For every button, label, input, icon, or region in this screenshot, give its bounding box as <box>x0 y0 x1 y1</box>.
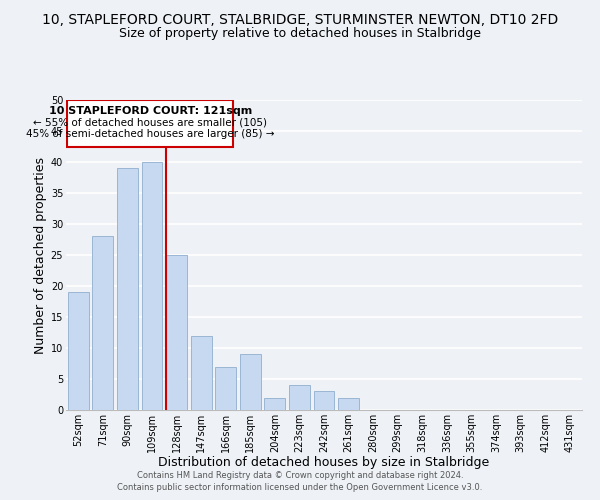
Bar <box>191 336 212 410</box>
Text: 45% of semi-detached houses are larger (85) →: 45% of semi-detached houses are larger (… <box>26 128 274 138</box>
Bar <box>215 366 236 410</box>
Text: Contains public sector information licensed under the Open Government Licence v3: Contains public sector information licen… <box>118 484 482 492</box>
Bar <box>142 162 163 410</box>
Bar <box>240 354 261 410</box>
Text: Contains HM Land Registry data © Crown copyright and database right 2024.: Contains HM Land Registry data © Crown c… <box>137 471 463 480</box>
X-axis label: Distribution of detached houses by size in Stalbridge: Distribution of detached houses by size … <box>158 456 490 469</box>
Bar <box>67 100 233 146</box>
Bar <box>338 398 359 410</box>
Text: 10, STAPLEFORD COURT, STALBRIDGE, STURMINSTER NEWTON, DT10 2FD: 10, STAPLEFORD COURT, STALBRIDGE, STURMI… <box>42 12 558 26</box>
Bar <box>166 255 187 410</box>
Y-axis label: Number of detached properties: Number of detached properties <box>34 156 47 354</box>
Bar <box>314 392 334 410</box>
Bar <box>289 385 310 410</box>
Bar <box>265 398 286 410</box>
Text: ← 55% of detached houses are smaller (105): ← 55% of detached houses are smaller (10… <box>33 118 267 128</box>
Bar <box>117 168 138 410</box>
Text: 10 STAPLEFORD COURT: 121sqm: 10 STAPLEFORD COURT: 121sqm <box>49 106 252 116</box>
Bar <box>68 292 89 410</box>
Text: Size of property relative to detached houses in Stalbridge: Size of property relative to detached ho… <box>119 28 481 40</box>
Bar <box>92 236 113 410</box>
